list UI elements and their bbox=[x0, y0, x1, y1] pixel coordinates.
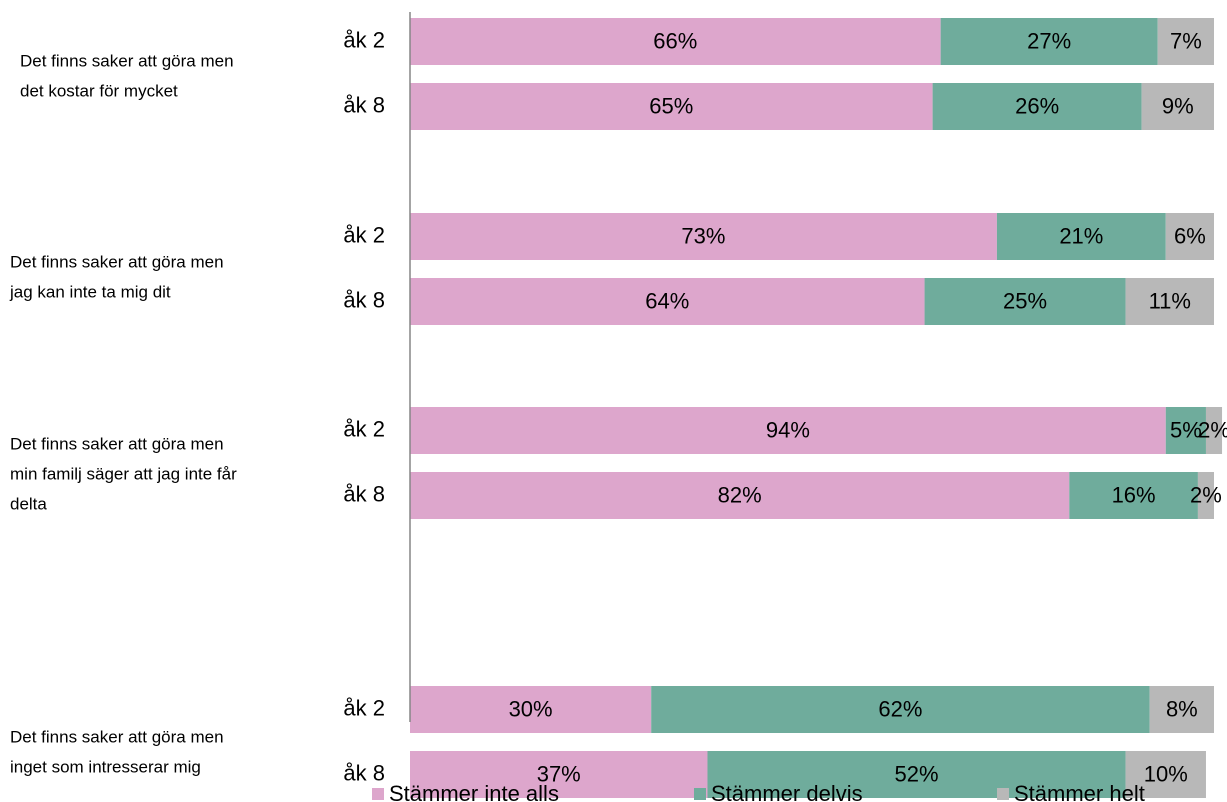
data-label: 66% bbox=[653, 28, 697, 53]
bar-segment bbox=[996, 213, 1166, 260]
data-label: 5% bbox=[1170, 417, 1202, 442]
data-label: 73% bbox=[681, 223, 725, 248]
bar-segment bbox=[1141, 83, 1214, 130]
row-label: åk 8 bbox=[343, 92, 385, 117]
legend-label: Stämmer helt bbox=[1014, 781, 1145, 802]
bar-segment bbox=[410, 83, 933, 130]
bar-segment bbox=[1125, 751, 1206, 798]
row-label: åk 8 bbox=[343, 287, 385, 312]
data-label: 94% bbox=[766, 417, 810, 442]
data-label: 37% bbox=[537, 761, 581, 786]
question-label: Det finns saker att göra men bbox=[10, 434, 224, 453]
row-label: åk 2 bbox=[343, 222, 385, 247]
bar-segment bbox=[410, 686, 652, 733]
legend-label: Stämmer delvis bbox=[711, 781, 863, 802]
bar-segment bbox=[410, 18, 941, 65]
question-label: Det finns saker att göra men bbox=[20, 51, 234, 70]
data-label: 8% bbox=[1166, 696, 1198, 721]
data-label: 52% bbox=[894, 761, 938, 786]
bar-segment bbox=[410, 407, 1166, 454]
row-label: åk 2 bbox=[343, 695, 385, 720]
bar-segment bbox=[1197, 472, 1214, 519]
question-label: inget som intresserar mig bbox=[10, 757, 201, 776]
bar-segment bbox=[1157, 18, 1214, 65]
question-label: Det finns saker att göra men bbox=[10, 252, 224, 271]
legend-swatch bbox=[997, 788, 1009, 800]
data-label: 64% bbox=[645, 288, 689, 313]
bar-segment bbox=[932, 83, 1142, 130]
bar-segment bbox=[1165, 213, 1214, 260]
bar-segment bbox=[1205, 407, 1223, 454]
question-label: delta bbox=[10, 494, 47, 513]
legend-swatch bbox=[372, 788, 384, 800]
question-label: jag kan inte ta mig dit bbox=[9, 282, 171, 301]
bar-segment bbox=[707, 751, 1126, 798]
data-label: 2% bbox=[1198, 417, 1227, 442]
legend-swatch bbox=[694, 788, 706, 800]
bar-segment bbox=[410, 213, 997, 260]
bar-segment bbox=[1125, 278, 1214, 325]
bar-segment bbox=[651, 686, 1150, 733]
question-label: min familj säger att jag inte får bbox=[10, 464, 237, 483]
data-label: 7% bbox=[1170, 28, 1202, 53]
data-label: 25% bbox=[1003, 288, 1047, 313]
row-label: åk 2 bbox=[343, 416, 385, 441]
legend-label: Stämmer inte alls bbox=[389, 781, 559, 802]
bar-segment bbox=[1149, 686, 1214, 733]
data-label: 82% bbox=[718, 482, 762, 507]
data-label: 6% bbox=[1174, 223, 1206, 248]
data-label: 62% bbox=[878, 696, 922, 721]
data-label: 27% bbox=[1027, 28, 1071, 53]
question-label: Det finns saker att göra men bbox=[10, 727, 224, 746]
bar-segment bbox=[1069, 472, 1198, 519]
row-label: åk 8 bbox=[343, 760, 385, 785]
data-label: 21% bbox=[1059, 223, 1103, 248]
bar-segment bbox=[410, 472, 1070, 519]
bar-segment bbox=[410, 278, 925, 325]
data-label: 2% bbox=[1190, 482, 1222, 507]
question-label: det kostar för mycket bbox=[20, 81, 178, 100]
data-label: 10% bbox=[1144, 761, 1188, 786]
row-label: åk 8 bbox=[343, 481, 385, 506]
bar-segment bbox=[940, 18, 1158, 65]
data-label: 26% bbox=[1015, 93, 1059, 118]
data-label: 11% bbox=[1149, 288, 1191, 313]
bar-segment bbox=[1165, 407, 1206, 454]
data-label: 30% bbox=[509, 696, 553, 721]
bar-segment bbox=[924, 278, 1126, 325]
data-label: 16% bbox=[1112, 482, 1156, 507]
data-label: 65% bbox=[649, 93, 693, 118]
row-label: åk 2 bbox=[343, 27, 385, 52]
bar-segment bbox=[410, 751, 708, 798]
data-label: 9% bbox=[1162, 93, 1194, 118]
